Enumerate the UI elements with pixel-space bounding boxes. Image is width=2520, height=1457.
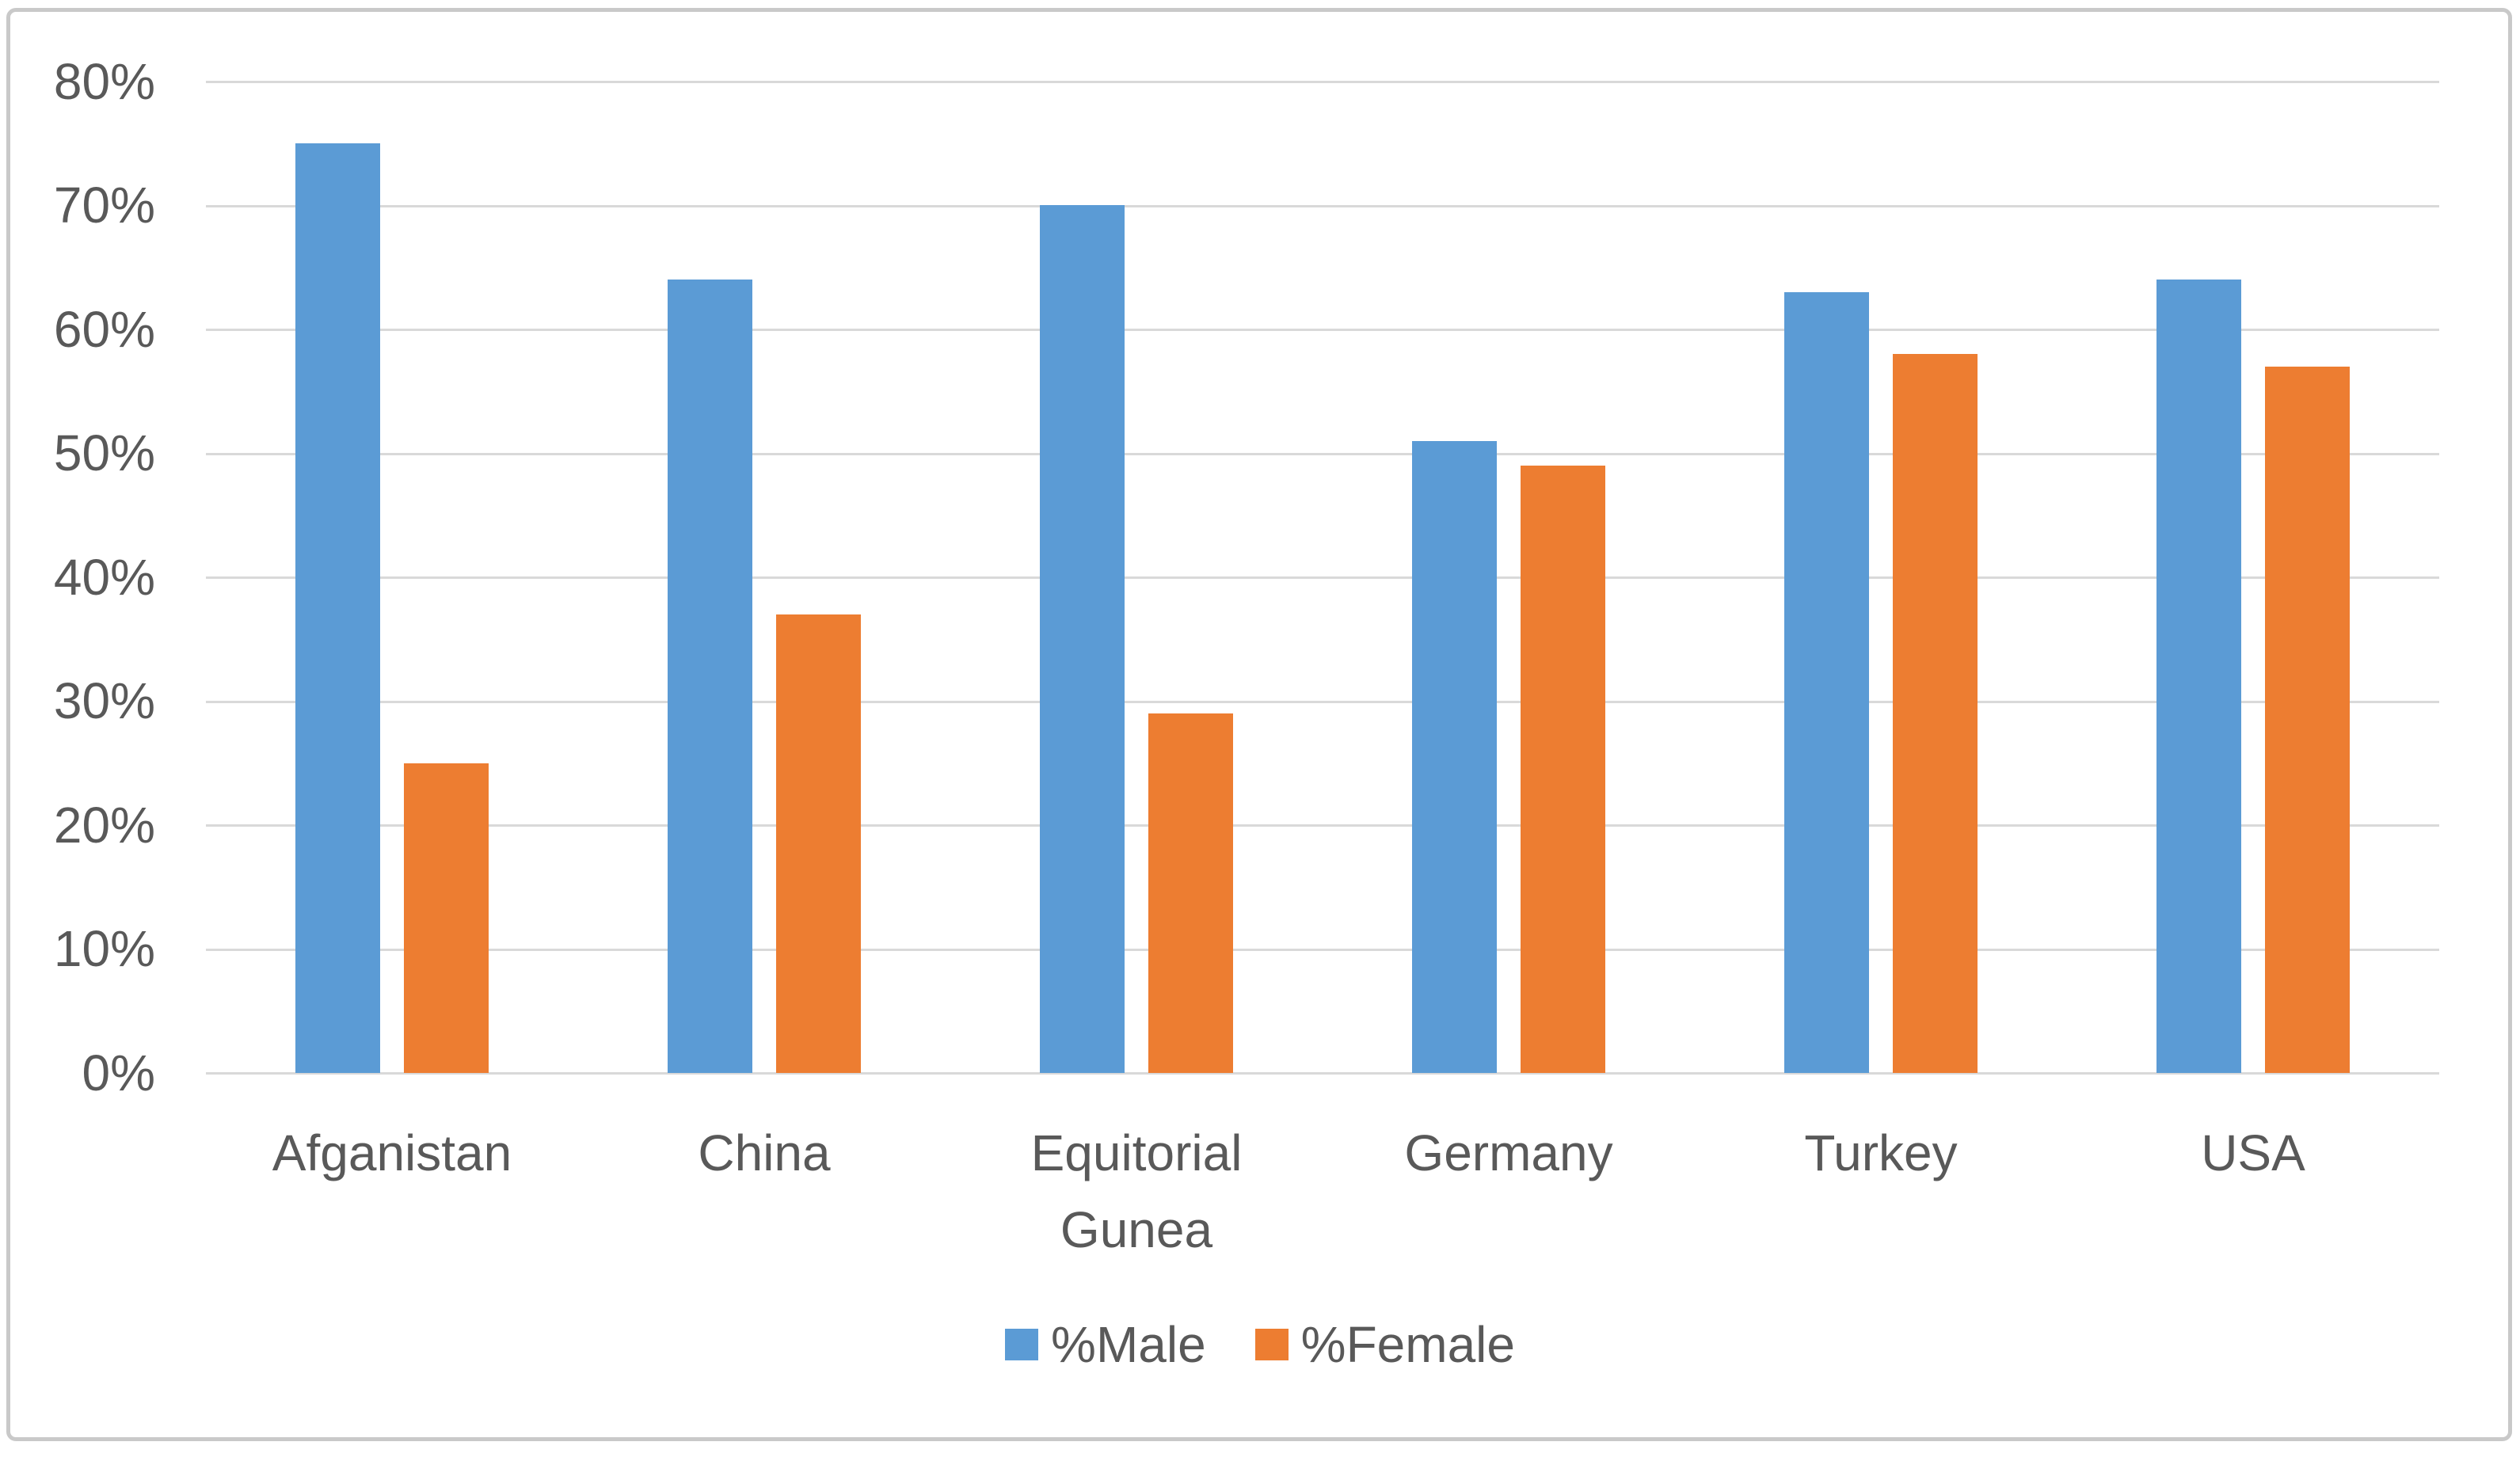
y-axis-label: 60% bbox=[53, 300, 155, 358]
x-axis-label-usa: USA bbox=[2201, 1124, 2305, 1181]
legend-label-female: %Female bbox=[1300, 1315, 1515, 1373]
bar-group-germany bbox=[1323, 82, 1695, 1073]
legend-swatch-male bbox=[1005, 1328, 1039, 1360]
bar-group-usa bbox=[2067, 82, 2439, 1073]
gridline bbox=[206, 329, 2439, 331]
y-axis-label: 10% bbox=[53, 920, 155, 977]
gridline bbox=[206, 452, 2439, 455]
y-axis-label: 80% bbox=[53, 52, 155, 110]
bar-female-usa bbox=[2265, 367, 2350, 1073]
gridline bbox=[206, 576, 2439, 579]
x-axis-label-germany: Germany bbox=[1404, 1124, 1613, 1181]
gridline bbox=[206, 824, 2439, 827]
legend: %Male %Female bbox=[0, 1299, 2520, 1390]
legend-label-male: %Male bbox=[1051, 1315, 1206, 1373]
legend-item-female: %Female bbox=[1254, 1315, 1515, 1374]
plot-area bbox=[206, 81, 2439, 1075]
gridline bbox=[206, 81, 2439, 83]
x-axis-label-equitorial-gunea: Equitorial Gunea bbox=[1030, 1124, 1243, 1258]
x-axis-line bbox=[206, 1072, 2439, 1075]
legend-item-male: %Male bbox=[1005, 1315, 1206, 1374]
bar-group-afganistan bbox=[206, 82, 578, 1073]
bar-male-afganistan bbox=[295, 143, 380, 1073]
x-axis-label-afganistan: Afganistan bbox=[272, 1124, 512, 1181]
bar-group-equitorial-gunea bbox=[950, 82, 1323, 1073]
bar-group-turkey bbox=[1695, 82, 2067, 1073]
bar-male-turkey bbox=[1784, 292, 1869, 1073]
bar-female-china bbox=[776, 614, 861, 1073]
y-axis-label: 50% bbox=[53, 424, 155, 481]
x-axis-label-china: China bbox=[698, 1124, 831, 1181]
y-axis-label: 0% bbox=[82, 1044, 156, 1101]
bar-female-equitorial-gunea bbox=[1148, 713, 1233, 1073]
bar-male-equitorial-gunea bbox=[1040, 205, 1125, 1073]
y-axis-label: 70% bbox=[53, 177, 155, 234]
gridline bbox=[206, 204, 2439, 207]
bar-male-china bbox=[668, 280, 752, 1073]
y-axis-label: 40% bbox=[53, 548, 155, 606]
y-axis-label: 30% bbox=[53, 672, 155, 729]
gridline bbox=[206, 948, 2439, 951]
bar-male-germany bbox=[1412, 441, 1497, 1073]
legend-swatch-female bbox=[1254, 1328, 1289, 1360]
bar-male-usa bbox=[2156, 280, 2241, 1073]
x-axis-label-turkey: Turkey bbox=[1804, 1124, 1958, 1181]
gridline bbox=[206, 700, 2439, 703]
bar-female-afganistan bbox=[404, 763, 489, 1073]
bar-female-germany bbox=[1521, 466, 1605, 1073]
bar-female-turkey bbox=[1893, 354, 1978, 1073]
bar-group-china bbox=[578, 82, 950, 1073]
y-axis-label: 20% bbox=[53, 796, 155, 854]
